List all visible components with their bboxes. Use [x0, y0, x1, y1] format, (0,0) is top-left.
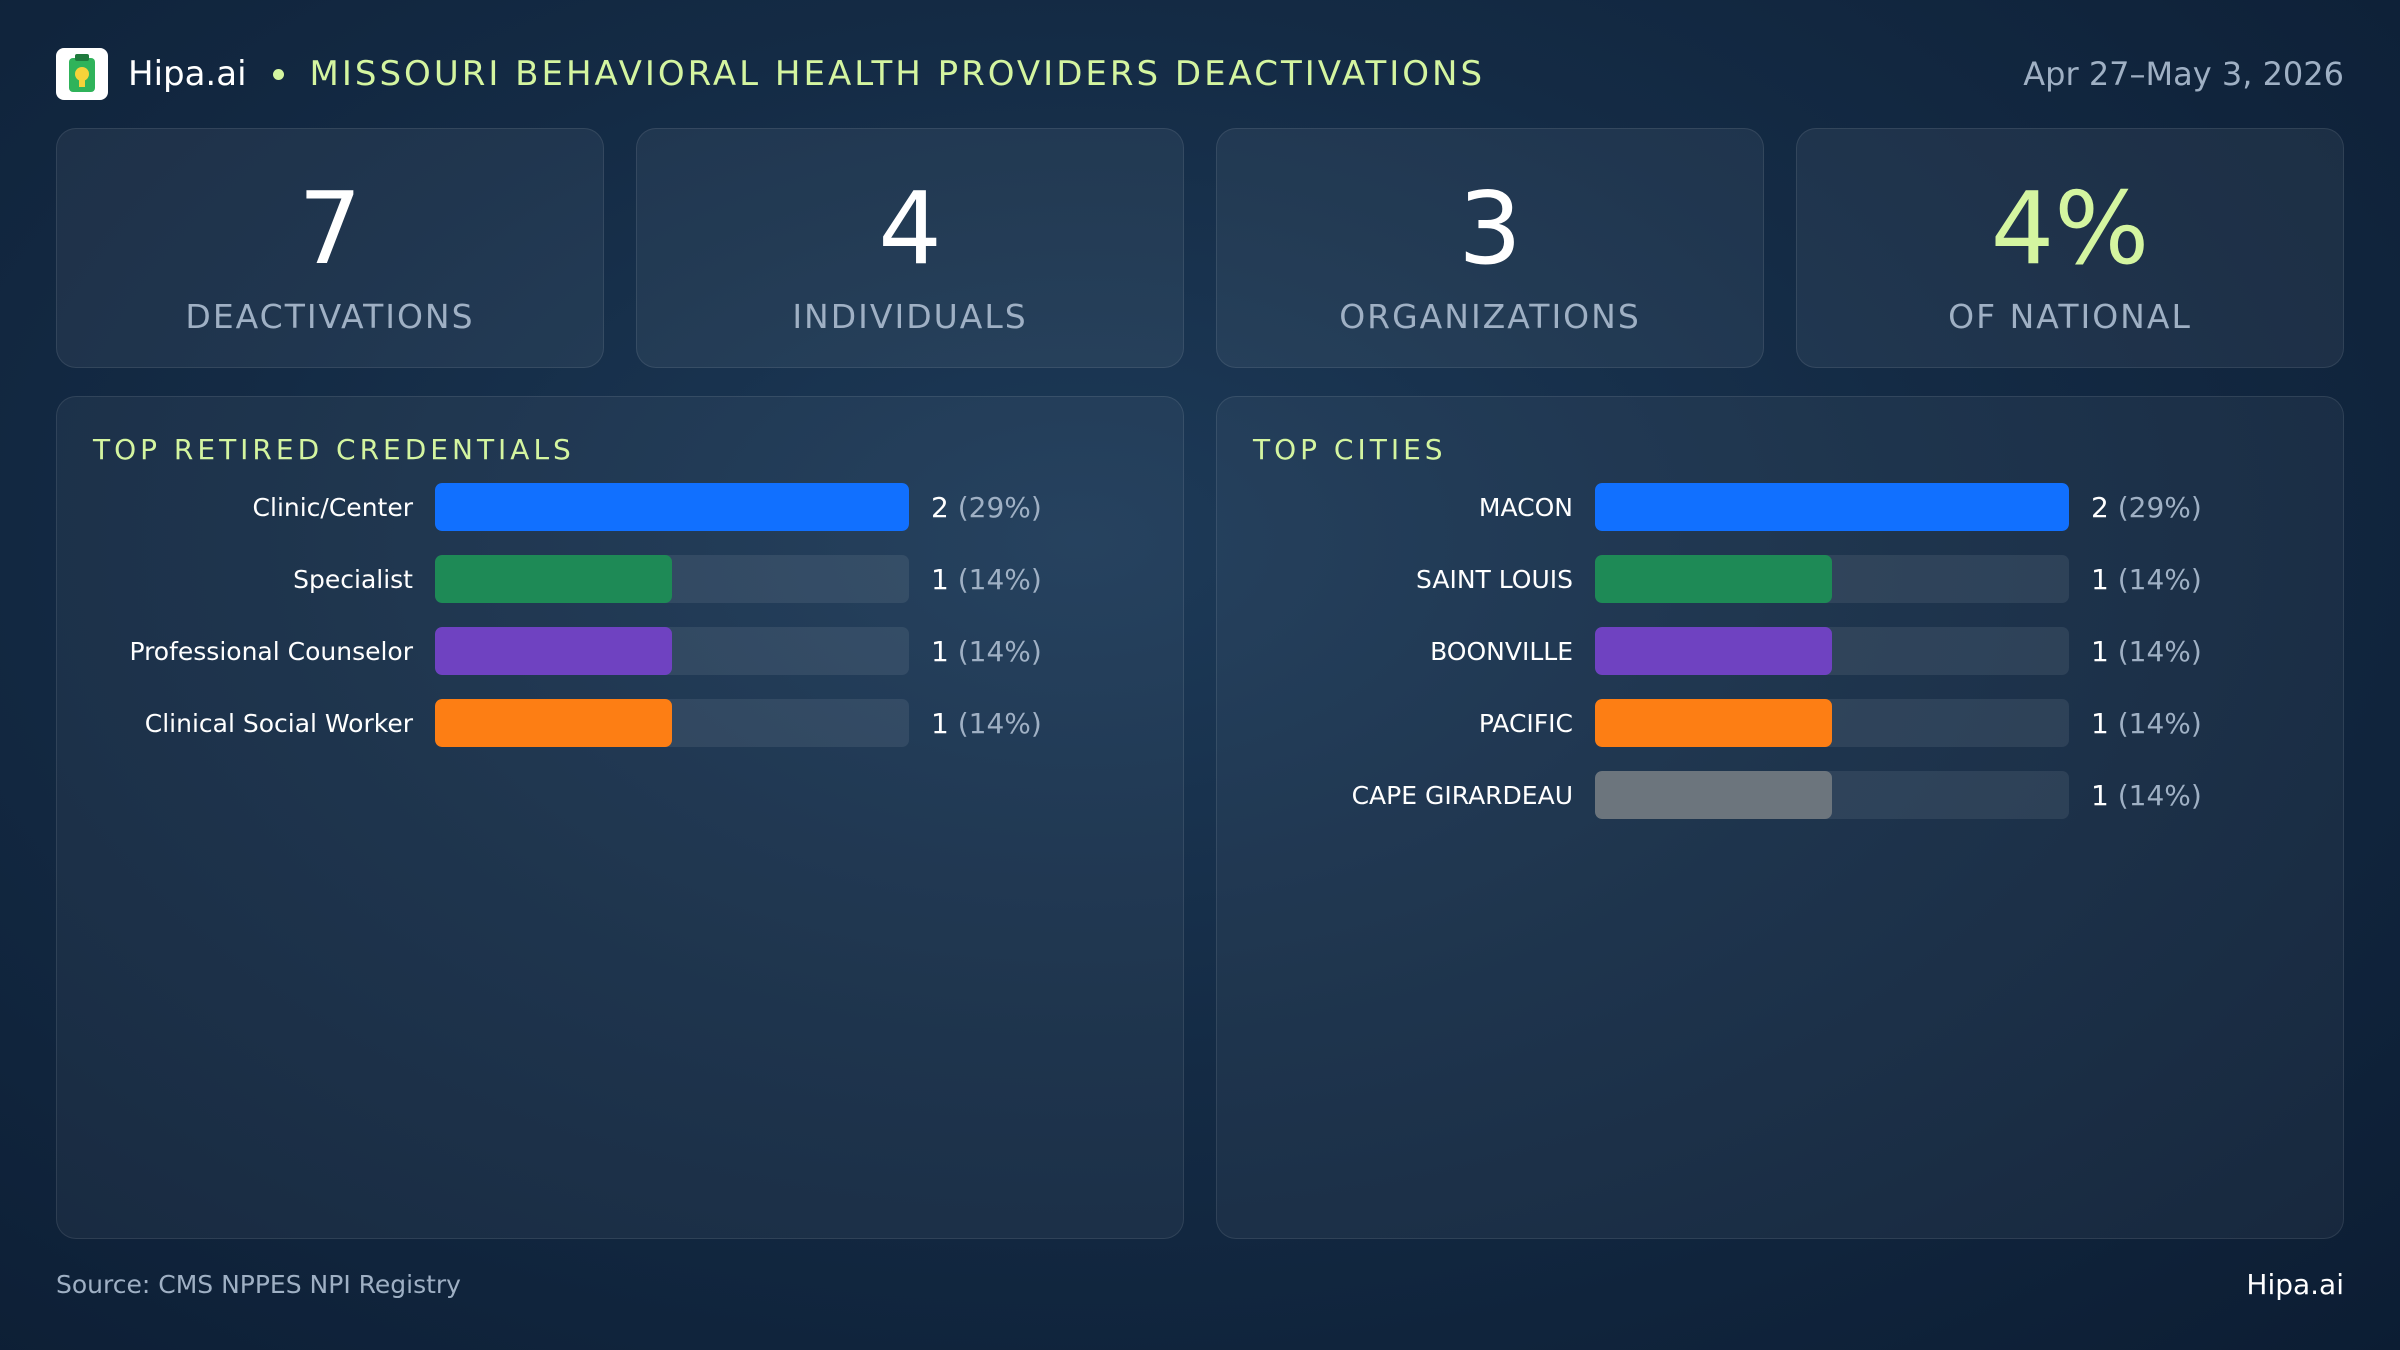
- stat-card-deactivations: 7 DEACTIVATIONS: [56, 128, 604, 368]
- bar-label: Professional Counselor: [129, 636, 413, 666]
- hipa-logo-icon: [56, 48, 108, 100]
- bar-value-label: 1 (14%): [2091, 779, 2202, 812]
- bar-track: [1595, 627, 2069, 675]
- bar-label: Clinic/Center: [252, 492, 413, 522]
- stat-label: OF NATIONAL: [1948, 297, 2192, 336]
- stat-card-organizations: 3 ORGANIZATIONS: [1216, 128, 1764, 368]
- bar-label: PACIFIC: [1478, 708, 1573, 738]
- bar-row: Professional Counselor 1 (14%): [57, 627, 1183, 675]
- footer-brand: Hipa.ai: [2246, 1268, 2344, 1301]
- bar-value-label: 1 (14%): [931, 707, 1042, 740]
- stat-value: 7: [298, 170, 362, 287]
- bar: [1595, 483, 2069, 531]
- bar-track: [1595, 699, 2069, 747]
- bar: [1595, 699, 1832, 747]
- bar-row: BOONVILLE 1 (14%): [1217, 627, 2343, 675]
- bar-row: SAINT LOUIS 1 (14%): [1217, 555, 2343, 603]
- credentials-panel: TOP RETIRED CREDENTIALS Clinic/Center 2 (…: [56, 396, 1184, 1239]
- bar-row: CAPE GIRARDEAU 1 (14%): [1217, 771, 2343, 819]
- bar-percent: (14%): [2117, 778, 2202, 812]
- bar-count: 1: [2091, 634, 2109, 668]
- bar-count: 1: [931, 706, 949, 740]
- page-title: MISSOURI BEHAVIORAL HEALTH PROVIDERS DEA…: [309, 54, 1486, 94]
- bar-percent: (14%): [957, 634, 1042, 668]
- bar: [1595, 555, 1832, 603]
- stats-row: 7 DEACTIVATIONS 4 INDIVIDUALS 3 ORGANIZA…: [56, 128, 2344, 368]
- bar-row: Specialist 1 (14%): [57, 555, 1183, 603]
- bar-count: 1: [931, 562, 949, 596]
- panel-title: TOP RETIRED CREDENTIALS: [93, 433, 575, 466]
- bar-percent: (14%): [2117, 562, 2202, 596]
- bar-row: MACON 2 (29%): [1217, 483, 2343, 531]
- bar-percent: (29%): [957, 490, 1042, 524]
- bar-row: PACIFIC 1 (14%): [1217, 699, 2343, 747]
- stat-label: ORGANIZATIONS: [1339, 297, 1641, 336]
- bar-count: 1: [2091, 778, 2109, 812]
- title-separator-dot: [272, 68, 284, 80]
- bar: [435, 627, 672, 675]
- bar-value-label: 2 (29%): [2091, 491, 2202, 524]
- bar-track: [435, 555, 909, 603]
- bar-track: [1595, 771, 2069, 819]
- bar-track: [435, 627, 909, 675]
- bar-value-label: 1 (14%): [2091, 563, 2202, 596]
- header: Hipa.ai MISSOURI BEHAVIORAL HEALTH PROVI…: [56, 46, 2344, 102]
- bar-row: Clinic/Center 2 (29%): [57, 483, 1183, 531]
- bar-percent: (14%): [2117, 634, 2202, 668]
- bar: [435, 699, 672, 747]
- stat-value: 4%: [1990, 170, 2150, 287]
- bar-label: SAINT LOUIS: [1416, 564, 1573, 594]
- bar-label: MACON: [1478, 492, 1573, 522]
- bar-track: [1595, 483, 2069, 531]
- bar-label: Clinical Social Worker: [144, 708, 413, 738]
- date-range: Apr 27–May 3, 2026: [2023, 55, 2344, 93]
- bar: [435, 483, 909, 531]
- bar-label: CAPE GIRARDEAU: [1351, 780, 1573, 810]
- brand-name: Hipa.ai: [128, 54, 247, 94]
- bar-count: 2: [2091, 490, 2109, 524]
- bar-percent: (14%): [957, 562, 1042, 596]
- bar-value-label: 1 (14%): [2091, 707, 2202, 740]
- bar-count: 1: [931, 634, 949, 668]
- bar-row: Clinical Social Worker 1 (14%): [57, 699, 1183, 747]
- bar-count: 1: [2091, 706, 2109, 740]
- bar-count: 1: [2091, 562, 2109, 596]
- stat-value: 4: [878, 170, 942, 287]
- stat-label: INDIVIDUALS: [792, 297, 1028, 336]
- bar-label: Specialist: [293, 564, 413, 594]
- stat-card-individuals: 4 INDIVIDUALS: [636, 128, 1184, 368]
- stat-card-national-share: 4% OF NATIONAL: [1796, 128, 2344, 368]
- bar-value-label: 1 (14%): [2091, 635, 2202, 668]
- bar-track: [1595, 555, 2069, 603]
- stat-label: DEACTIVATIONS: [185, 297, 475, 336]
- bar-value-label: 2 (29%): [931, 491, 1042, 524]
- bar: [1595, 771, 1832, 819]
- bar: [1595, 627, 1832, 675]
- bar-value-label: 1 (14%): [931, 635, 1042, 668]
- bar-track: [435, 699, 909, 747]
- bar: [435, 555, 672, 603]
- stat-value: 3: [1458, 170, 1522, 287]
- bar-percent: (14%): [957, 706, 1042, 740]
- bar-count: 2: [931, 490, 949, 524]
- source-note: Source: CMS NPPES NPI Registry: [56, 1270, 461, 1299]
- panel-title: TOP CITIES: [1253, 433, 1447, 466]
- bar-percent: (29%): [2117, 490, 2202, 524]
- bar-label: BOONVILLE: [1430, 636, 1573, 666]
- cities-panel: TOP CITIES MACON 2 (29%) SAINT LOUIS 1 (14%…: [1216, 396, 2344, 1239]
- bar-percent: (14%): [2117, 706, 2202, 740]
- bar-track: [435, 483, 909, 531]
- bar-value-label: 1 (14%): [931, 563, 1042, 596]
